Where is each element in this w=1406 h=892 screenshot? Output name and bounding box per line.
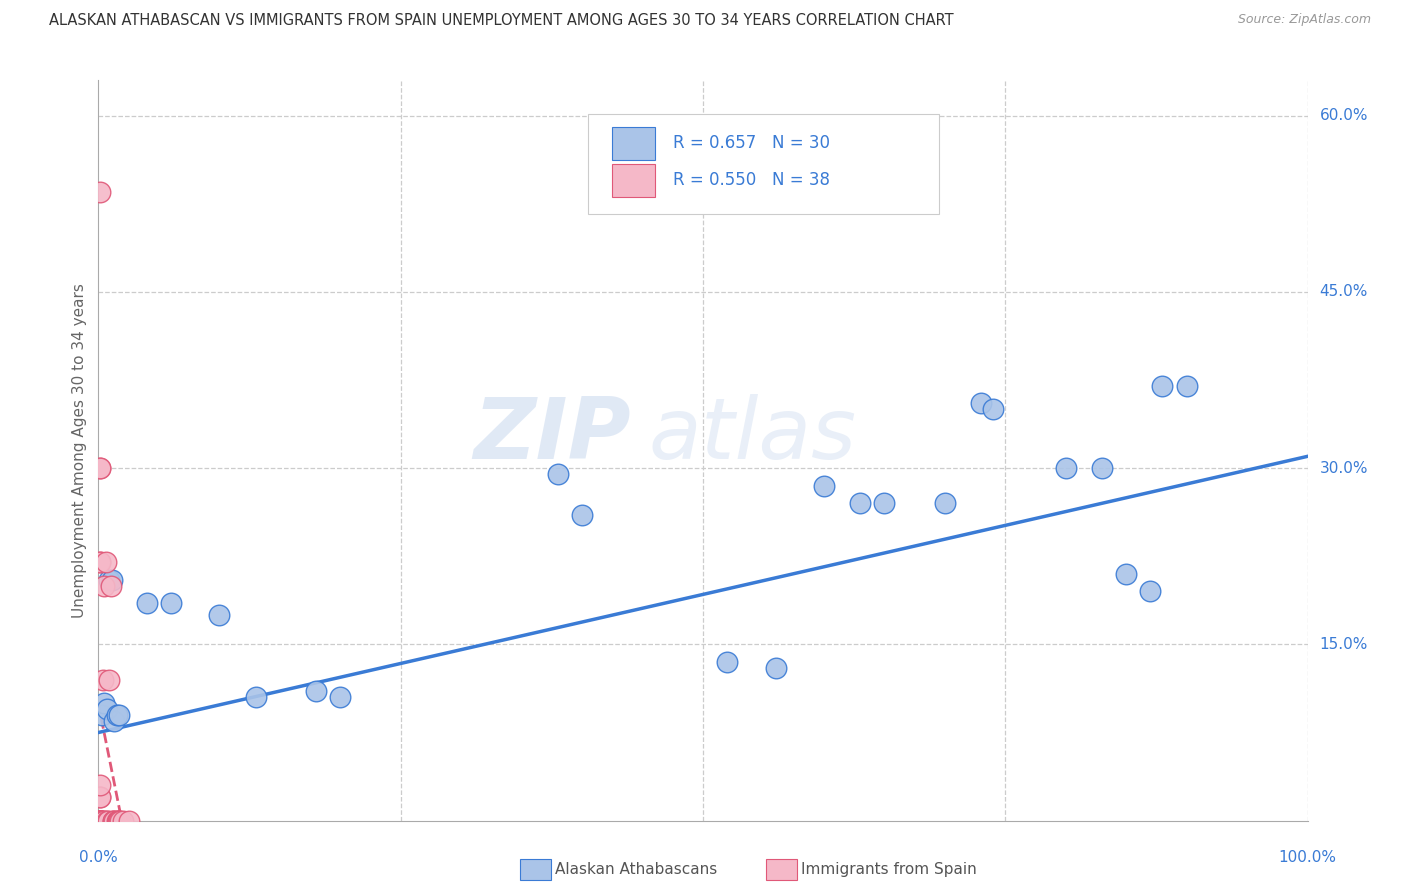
FancyBboxPatch shape (612, 127, 655, 160)
Point (93, 696, 115, 710)
Point (108, 707, 131, 722)
Point (97, 814, 120, 828)
Text: Alaskan Athabascans: Alaskan Athabascans (555, 863, 717, 877)
Point (91, 673, 114, 687)
Point (96, 702, 118, 716)
Point (89, 778, 111, 792)
Text: Source: ZipAtlas.com: Source: ZipAtlas.com (1237, 13, 1371, 27)
Point (89, 814, 111, 828)
Point (94, 555, 117, 569)
Text: Immigrants from Spain: Immigrants from Spain (801, 863, 977, 877)
Point (101, 814, 124, 828)
Point (103, 814, 125, 828)
Point (90, 814, 112, 828)
Point (89, 790, 111, 805)
Text: R = 0.550   N = 38: R = 0.550 N = 38 (672, 171, 830, 189)
Point (89, 814, 111, 828)
Point (111, 814, 134, 828)
Y-axis label: Unemployment Among Ages 30 to 34 years: Unemployment Among Ages 30 to 34 years (72, 283, 87, 618)
Point (89, 814, 111, 828)
Point (970, 396, 993, 410)
FancyBboxPatch shape (612, 163, 655, 197)
Point (89, 555, 111, 569)
Text: 60.0%: 60.0% (1320, 108, 1368, 123)
Point (100, 573, 122, 587)
Point (100, 579, 122, 593)
Point (90, 814, 112, 828)
Point (89, 461, 111, 475)
Text: 30.0%: 30.0% (1320, 460, 1368, 475)
Point (765, 661, 787, 675)
Point (547, 467, 569, 481)
Point (89, 814, 111, 828)
Point (108, 814, 131, 828)
Point (934, 496, 956, 510)
Point (93, 814, 115, 828)
Point (89, 814, 111, 828)
Text: R = 0.657   N = 30: R = 0.657 N = 30 (672, 134, 830, 153)
Point (1152, 379, 1174, 393)
Point (245, 690, 267, 705)
Text: ZIP: ZIP (472, 394, 630, 477)
Point (98, 673, 121, 687)
Text: 100.0%: 100.0% (1278, 850, 1337, 865)
Point (305, 684, 328, 698)
Point (160, 596, 183, 610)
Point (118, 814, 141, 828)
Point (89, 555, 111, 569)
Point (1054, 461, 1077, 475)
Point (716, 655, 738, 669)
Point (105, 707, 128, 722)
Point (1139, 584, 1161, 599)
Point (91, 707, 114, 722)
Point (849, 496, 872, 510)
Point (135, 596, 157, 610)
Point (1091, 461, 1114, 475)
Point (98, 573, 121, 587)
Point (571, 508, 593, 522)
Text: 15.0%: 15.0% (1320, 637, 1368, 652)
Point (93, 814, 115, 828)
Point (103, 714, 125, 728)
Point (93, 579, 115, 593)
Point (1175, 379, 1198, 393)
Text: ALASKAN ATHABASCAN VS IMMIGRANTS FROM SPAIN UNEMPLOYMENT AMONG AGES 30 TO 34 YEA: ALASKAN ATHABASCAN VS IMMIGRANTS FROM SP… (49, 13, 953, 29)
Point (89, 790, 111, 805)
Text: atlas: atlas (648, 394, 856, 477)
Text: 0.0%: 0.0% (79, 850, 118, 865)
Point (89, 461, 111, 475)
Point (1115, 566, 1137, 581)
Point (981, 402, 1004, 417)
Point (107, 814, 129, 828)
Point (813, 479, 835, 493)
Point (105, 814, 128, 828)
Point (107, 814, 129, 828)
Point (873, 496, 896, 510)
Text: 45.0%: 45.0% (1320, 285, 1368, 300)
Point (91, 814, 114, 828)
FancyBboxPatch shape (588, 113, 939, 213)
Point (208, 607, 231, 622)
Point (89, 814, 111, 828)
Point (89, 814, 111, 828)
Point (329, 690, 352, 705)
Point (96, 814, 118, 828)
Point (89, 814, 111, 828)
Point (101, 814, 124, 828)
Point (108, 814, 131, 828)
Point (89, 185, 111, 199)
